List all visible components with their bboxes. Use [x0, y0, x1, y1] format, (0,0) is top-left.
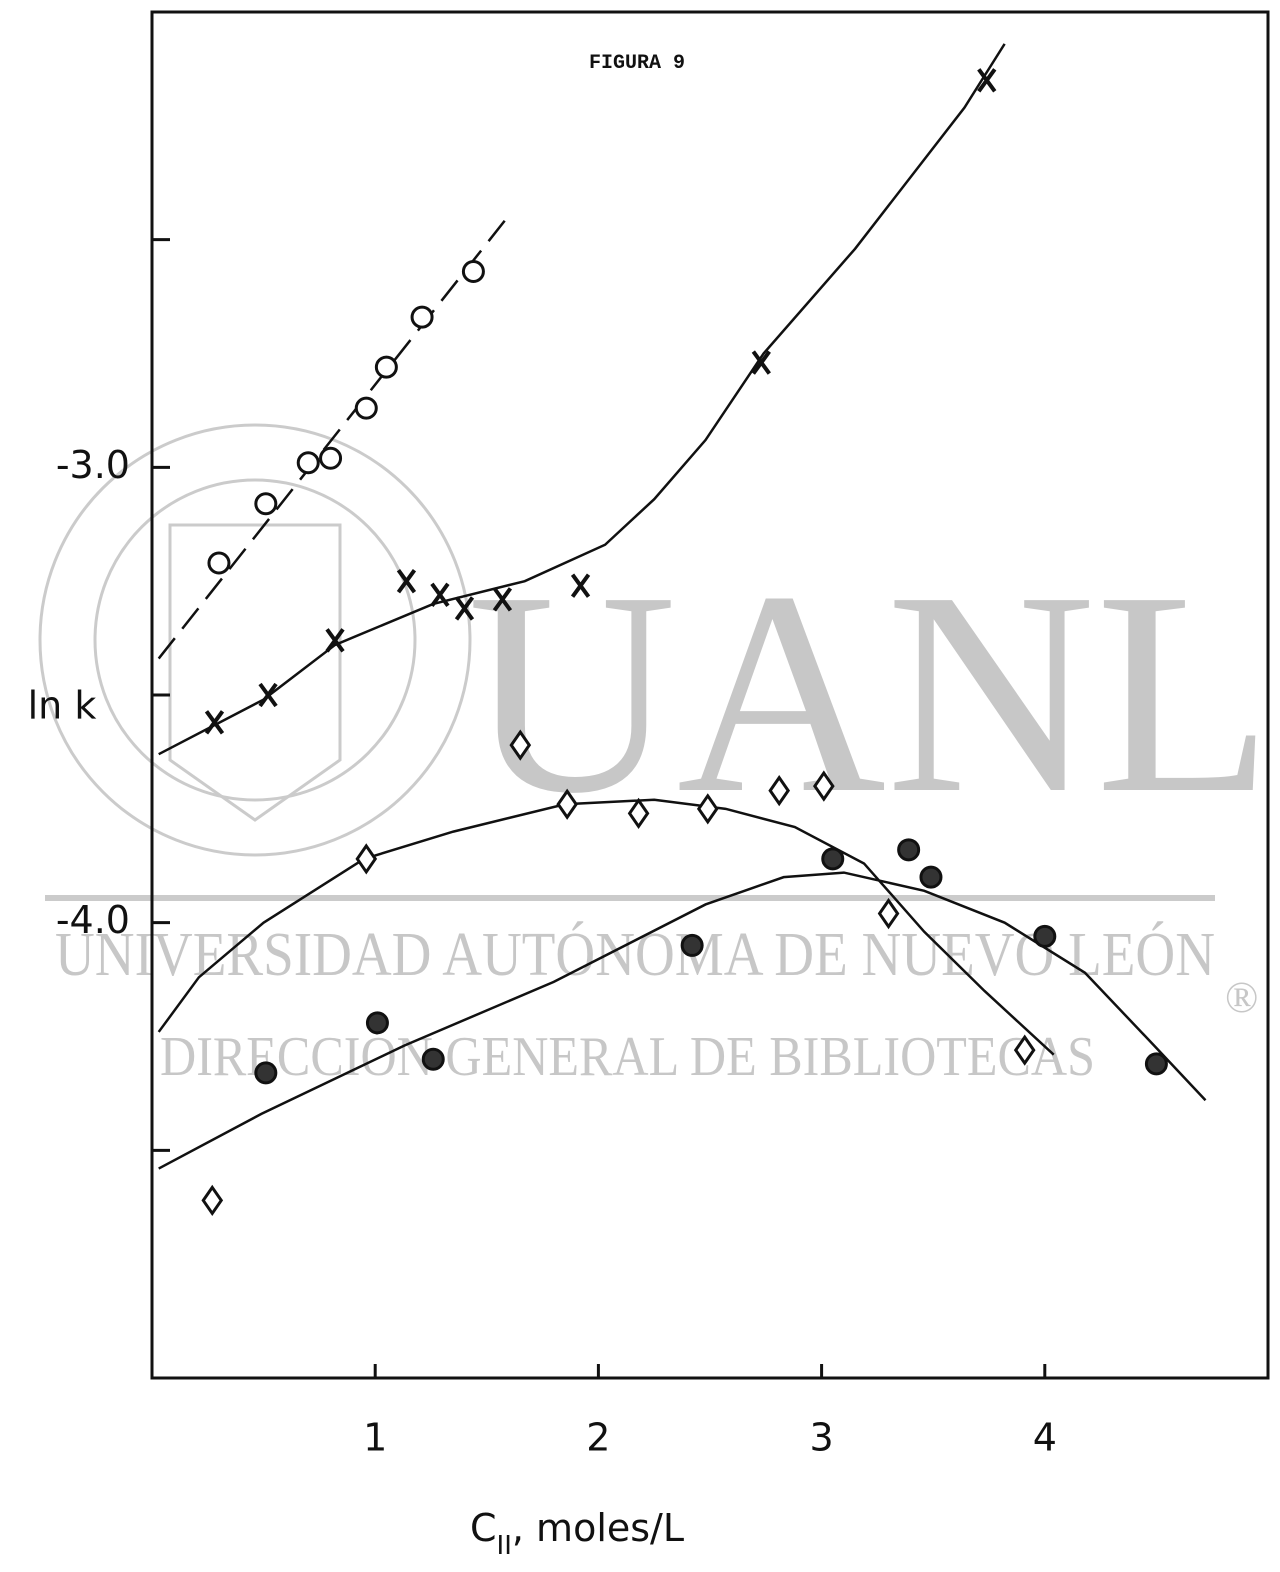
data-point: [768, 774, 791, 807]
y-axis-label: ln k: [28, 684, 97, 728]
data-point: [680, 933, 704, 957]
x-axis-label-sub: II: [497, 1531, 512, 1561]
data-point: [897, 838, 921, 862]
watermark-text: DIRECCIÓN GENERAL DE BIBLIOTECAS: [160, 1025, 1095, 1088]
seal-shield: [168, 523, 342, 822]
seal-ring: [93, 478, 417, 802]
y-tick-label: -4.0: [56, 898, 130, 942]
data-point: [1144, 1052, 1168, 1076]
data-point: [461, 260, 485, 284]
data-point: [813, 770, 835, 802]
data-point: [201, 1184, 224, 1217]
data-point: [492, 587, 513, 612]
data-point: [254, 1061, 278, 1085]
data-point: [254, 492, 278, 516]
data-point: [1013, 1034, 1036, 1066]
watermark: [38, 423, 1215, 901]
fit-curve: [158, 871, 1207, 1170]
data-point: [258, 682, 278, 708]
fit-curve: [157, 211, 513, 660]
watermark-logo: UANL: [467, 532, 1272, 853]
data-point: [204, 710, 225, 735]
seal-ring: [38, 423, 472, 857]
data-point: [570, 573, 591, 598]
y-tick-label: -3.0: [56, 443, 130, 487]
data-point: [919, 865, 943, 889]
data-point: [396, 568, 417, 594]
x-axis-label-rest: , moles/L: [512, 1506, 684, 1550]
data-point: [365, 1011, 389, 1035]
x-tick-label: 3: [810, 1416, 834, 1460]
data-point: [977, 68, 997, 93]
data-point: [454, 596, 475, 621]
chart-title: FIGURA 9: [589, 52, 685, 75]
data-point: [354, 396, 378, 420]
data-point: [325, 628, 345, 653]
fit-curve: [158, 43, 1006, 756]
data-point: [296, 451, 320, 475]
x-tick-label: 4: [1033, 1416, 1057, 1460]
data-point: [821, 847, 845, 871]
data-point: [877, 897, 900, 930]
data-point: [410, 305, 434, 329]
data-point: [627, 797, 650, 830]
data-point: [696, 793, 719, 825]
x-axis-label: CII, moles/L: [470, 1506, 684, 1561]
data-point: [319, 446, 343, 470]
data-point: [355, 843, 378, 875]
data-point: [421, 1047, 445, 1071]
fit-curve: [157, 798, 1055, 1056]
data-point: [751, 350, 771, 375]
data-point: [1033, 924, 1057, 948]
watermark-mark: ®: [1225, 973, 1258, 1022]
data-point: [374, 355, 398, 379]
x-tick-label: 2: [586, 1416, 610, 1460]
x-tick-label: 1: [363, 1416, 387, 1460]
x-axis-label-main: C: [470, 1506, 497, 1550]
data-point: [430, 582, 450, 608]
data-point: [556, 788, 578, 820]
data-point: [207, 551, 231, 575]
data-point: [509, 729, 532, 761]
